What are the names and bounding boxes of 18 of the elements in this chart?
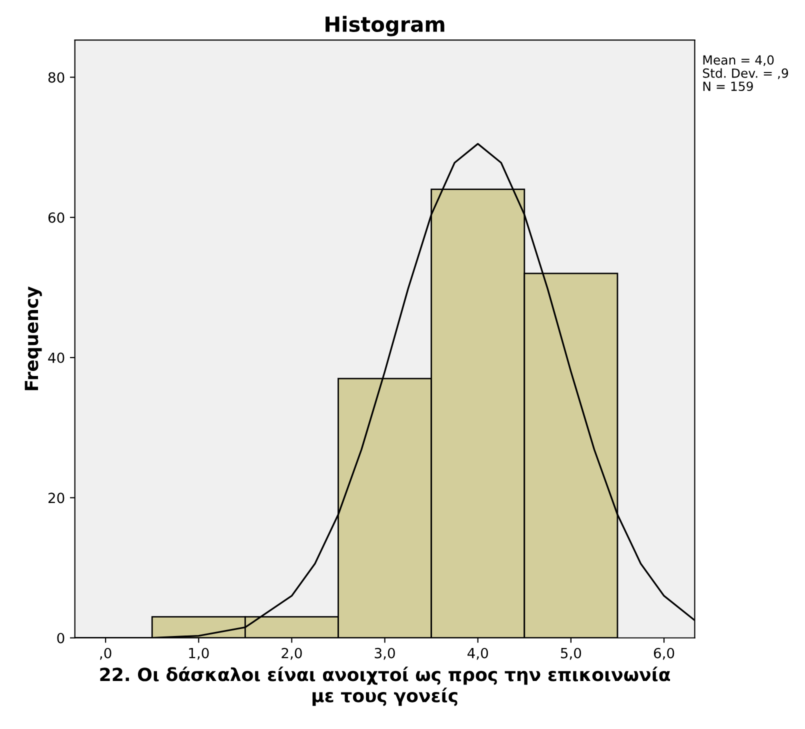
- x-tick-label: 4,0: [467, 648, 488, 660]
- x-tick-label: ,0: [100, 648, 112, 660]
- y-tick-label: 20: [48, 492, 64, 504]
- text: Std. Dev. = ,9: [702, 68, 788, 80]
- text: Mean = 4,0: [703, 55, 774, 66]
- y-tick-label: 60: [48, 212, 64, 223]
- x-tick-label: 1,0: [189, 648, 209, 660]
- x-axis-title: 22. Οι δάσκαλοι είναι ανοιχτοί ως προς την επικοινωνία με τους γονείς: [100, 666, 670, 706]
- y-axis-title: Frequency: [24, 286, 42, 390]
- x-tick-label: 5,0: [560, 648, 582, 660]
- text: N = 159: [703, 82, 753, 92]
- y-tick-label: 0: [57, 632, 64, 644]
- x-tick-label: 6,0: [654, 648, 674, 660]
- chart-title: Histogram: [326, 16, 444, 36]
- x-tick-label: 2,0: [282, 648, 302, 660]
- y-tick-label: 80: [48, 72, 64, 83]
- y-tick-label: 40: [48, 352, 64, 364]
- x-tick-label: 3,0: [374, 648, 395, 660]
